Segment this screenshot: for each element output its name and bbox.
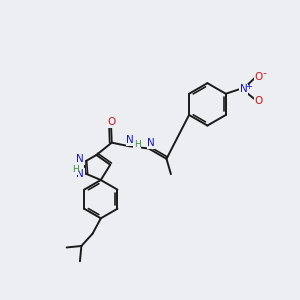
Text: +: + (245, 82, 252, 91)
Text: H: H (134, 140, 140, 149)
Text: O: O (254, 96, 262, 106)
Text: N: N (76, 169, 84, 178)
Text: H: H (72, 165, 79, 174)
Text: N: N (240, 84, 247, 94)
Text: N: N (147, 138, 155, 148)
Text: O: O (254, 72, 262, 82)
Text: N: N (126, 135, 134, 145)
Text: N: N (76, 154, 84, 164)
Text: -: - (262, 68, 267, 78)
Text: O: O (107, 117, 115, 127)
